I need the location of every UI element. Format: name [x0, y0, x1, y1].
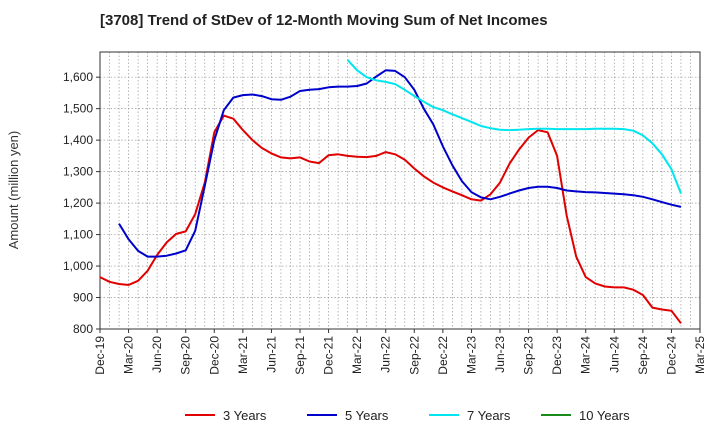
y-tick-label: 1,000: [63, 259, 93, 273]
x-tick-label: Mar-24: [579, 336, 593, 374]
x-tick-label: Jun-20: [150, 336, 164, 373]
y-axis-ticks: 800 900 1,000 1,100 1,200 1,300 1,400 1,500 1,60…: [63, 70, 100, 336]
x-tick-label: Sep-21: [293, 336, 307, 375]
x-tick-label: Sep-22: [407, 336, 421, 375]
legend: 3 Years 5 Years 7 Years 10 Years: [185, 408, 630, 423]
y-tick-label: 1,200: [63, 196, 93, 210]
x-tick-label: Mar-20: [122, 336, 136, 374]
plot-frame: [99, 51, 701, 330]
x-tick-label: Jun-22: [379, 336, 393, 373]
y-tick-label: 800: [73, 322, 93, 336]
x-tick-label: Sep-24: [636, 336, 650, 375]
legend-label: 5 Years: [345, 408, 389, 423]
x-tick-label: Jun-23: [493, 336, 507, 373]
series-line-3-years: [99, 114, 682, 324]
x-tick-label: Sep-20: [179, 336, 193, 375]
chart-title: [3708] Trend of StDev of 12-Month Moving…: [100, 12, 548, 29]
series-lines: [99, 59, 682, 324]
legend-label: 10 Years: [579, 408, 630, 423]
x-tick-label: Dec-20: [207, 336, 221, 375]
y-tick-label: 1,500: [63, 102, 93, 116]
y-axis-label: Amount (million yen): [6, 131, 21, 250]
x-tick-label: Mar-21: [236, 336, 250, 374]
y-tick-label: 900: [73, 291, 93, 305]
legend-label: 3 Years: [223, 408, 267, 423]
x-tick-label: Mar-22: [350, 336, 364, 374]
x-tick-label: Jun-24: [607, 336, 621, 373]
legend-label: 7 Years: [467, 408, 511, 423]
y-tick-label: 1,300: [63, 165, 93, 179]
x-tick-label: Dec-23: [550, 336, 564, 375]
series-line-7-years: [346, 59, 682, 194]
x-tick-label: Mar-23: [464, 336, 478, 374]
x-tick-label: Sep-23: [522, 336, 536, 375]
y-tick-label: 1,600: [63, 70, 93, 84]
x-tick-label: Dec-24: [664, 336, 678, 375]
x-tick-label: Mar-25: [693, 336, 707, 374]
x-tick-label: Dec-21: [322, 336, 336, 375]
x-tick-label: Dec-22: [436, 336, 450, 375]
x-axis-ticks: Dec-19 Mar-20 Jun-20 Sep-20 Dec-20 Mar-21 Jun-…: [93, 329, 707, 375]
series-line-5-years: [118, 69, 682, 258]
y-tick-label: 1,400: [63, 133, 93, 147]
x-tick-label: Jun-21: [264, 336, 278, 373]
y-tick-label: 1,100: [63, 228, 93, 242]
x-tick-label: Dec-19: [93, 336, 107, 375]
